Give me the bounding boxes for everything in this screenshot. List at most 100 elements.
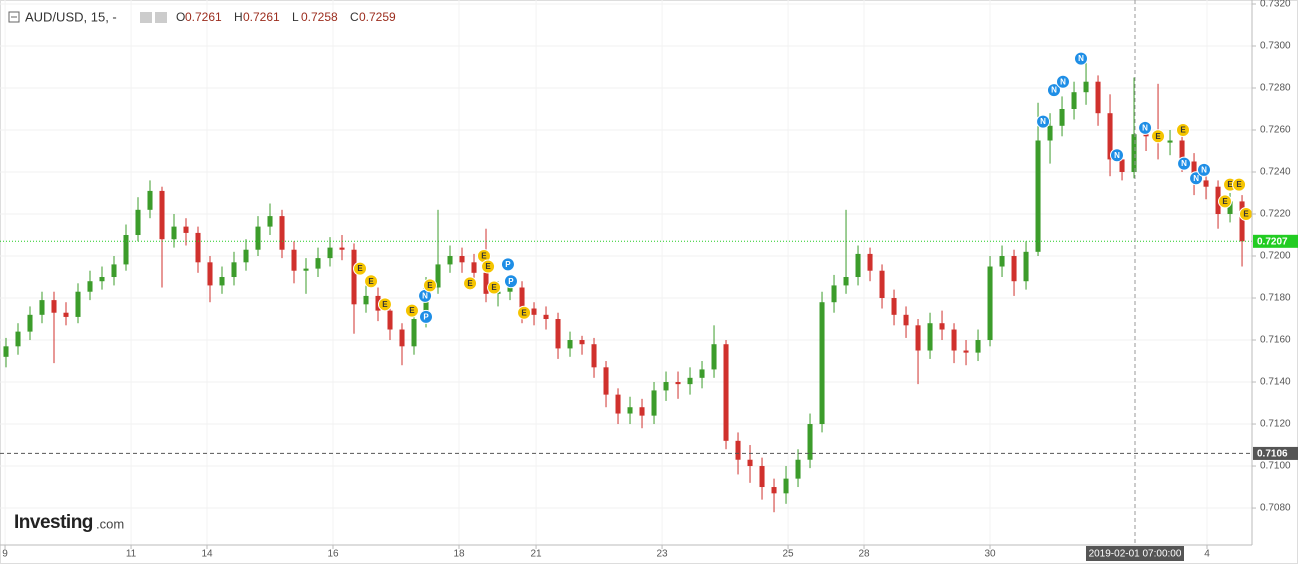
candle-body [231,262,237,278]
event-label: E [1180,126,1186,135]
candle-body [879,270,885,299]
event-label: E [357,264,363,273]
candle-body [1227,201,1233,215]
candle-body [819,302,825,425]
ohlc-value: 0.7258 [301,10,338,24]
x-tick-label: 14 [201,549,213,560]
candle-body [615,394,621,414]
eye-icon[interactable] [140,12,152,23]
event-marker[interactable] [503,274,518,289]
candle-body [399,329,405,347]
candle-body [303,268,309,271]
event-marker[interactable] [1073,51,1088,66]
candle-body [567,340,573,349]
event-marker[interactable] [353,261,368,276]
event-marker[interactable] [1055,74,1070,89]
price-label: 0.7207 [1257,236,1288,247]
event-label: E [521,308,527,317]
event-marker[interactable] [377,297,392,312]
settings-icon[interactable] [155,12,167,23]
candle-body [147,190,153,210]
event-marker[interactable] [1036,114,1051,129]
candle-body [27,314,33,332]
price-label: 0.7106 [1257,449,1288,460]
candle-body [219,277,225,286]
candle-body [1131,134,1137,173]
candle-body [591,344,597,368]
candle-body [279,216,285,250]
event-marker[interactable] [404,303,419,318]
collapse-icon[interactable] [8,11,20,23]
y-tick-label: 0.7120 [1260,419,1291,430]
event-label: N [1060,77,1066,86]
candle-body [3,346,9,357]
event-marker[interactable] [364,274,379,289]
ohlc-key: L [292,10,299,24]
candle-body [123,235,129,265]
event-label: E [382,300,388,309]
event-marker[interactable] [1046,83,1061,98]
chart-title: AUD/USD, 15, - [25,9,117,24]
event-label: N [1114,151,1120,160]
event-marker[interactable] [1196,162,1211,177]
event-marker[interactable] [487,280,502,295]
event-marker[interactable] [481,259,496,274]
candle-body [927,323,933,351]
event-marker[interactable] [1177,156,1192,171]
y-tick-label: 0.7280 [1260,83,1291,94]
event-marker[interactable] [422,278,437,293]
candle-body [663,382,669,391]
event-label: P [505,260,511,269]
event-label: E [427,281,433,290]
candle-body [363,295,369,305]
x-tick-label: 18 [453,549,465,560]
event-marker[interactable] [1232,177,1247,192]
candle-body [699,369,705,378]
ohlc-legend: O 0.7261 H 0.7261 L 0.7258 C 0.7259 [176,10,396,24]
event-marker[interactable] [1138,120,1153,135]
candle-body [99,277,105,282]
candle-body [1239,201,1245,242]
y-tick-label: 0.7200 [1260,251,1291,262]
x-tick-label: 25 [783,549,795,560]
event-marker[interactable] [463,276,478,291]
y-tick-label: 0.7080 [1260,503,1291,514]
x-tick-label: 11 [126,549,137,560]
x-tick-label: 9 [2,549,8,560]
event-marker[interactable] [517,305,532,320]
event-label: N [1193,174,1199,183]
candle-body [1203,180,1209,187]
candle-body [1143,134,1149,137]
candle-body [975,340,981,353]
event-label: N [1040,117,1046,126]
event-marker[interactable] [419,309,434,324]
event-marker[interactable] [1109,148,1124,163]
ohlc-value: 0.7259 [359,10,396,24]
candle-body [1047,125,1053,141]
event-marker[interactable] [1175,123,1190,138]
candle-body [1011,256,1017,282]
candle-body [1119,159,1125,173]
candle-body [1191,161,1197,181]
candle-body [531,308,537,315]
candle-body [135,209,141,236]
candle-body [471,262,477,273]
candle-body [159,190,165,240]
candle-body [1179,140,1185,162]
candle-body [39,300,45,315]
candle-body [339,247,345,250]
event-label: N [1078,54,1084,63]
candle-body [747,459,753,467]
x-tick-label: 30 [984,549,996,560]
event-label: E [491,283,497,292]
event-label: E [409,306,415,315]
candle-body [807,424,813,460]
candle-body [1215,186,1221,215]
event-marker[interactable] [1217,194,1232,209]
candle-body [435,264,441,288]
event-marker[interactable] [500,257,515,272]
event-marker[interactable] [1151,129,1166,144]
candle-body [783,478,789,494]
event-label: E [1243,210,1249,219]
candle-body [423,287,429,320]
